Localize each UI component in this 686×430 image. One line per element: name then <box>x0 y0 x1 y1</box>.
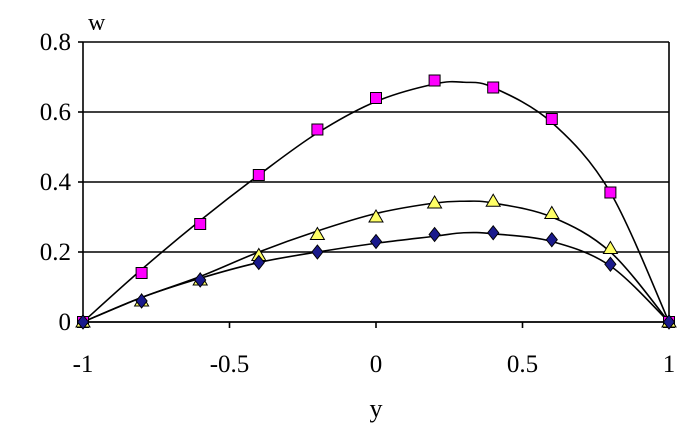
x-tick-label: -0.5 <box>210 351 250 378</box>
square-marker <box>311 123 324 136</box>
axes <box>78 41 670 328</box>
y-tick-label: 0.4 <box>40 169 72 196</box>
triangle-marker <box>426 195 443 209</box>
square-marker <box>370 92 382 104</box>
square-marker <box>428 74 441 87</box>
x-axis-title: y <box>370 394 383 423</box>
y-tick-label: 0.2 <box>40 239 71 266</box>
triangle-marker <box>485 193 502 207</box>
x-tick-label: 0 <box>370 351 383 378</box>
square-marker <box>194 218 207 230</box>
diamond-marker <box>604 256 617 273</box>
diamond-marker <box>194 272 207 288</box>
y-tick-labels: 0 0.2 0.4 0.6 0.8 <box>40 29 72 336</box>
diamond-marker <box>428 226 441 243</box>
square-marker <box>545 113 558 125</box>
x-tick-label: 0.5 <box>507 351 538 378</box>
square-marker <box>252 169 265 181</box>
square-marker <box>487 81 500 94</box>
diamond-marker <box>135 293 148 309</box>
series-curves <box>82 80 670 323</box>
diamond-marker <box>662 314 676 330</box>
series-curve-square <box>82 80 670 323</box>
diamond-marker <box>252 254 265 271</box>
diamond-marker <box>311 244 324 260</box>
diamond-marker <box>76 314 90 330</box>
x-tick-label: -1 <box>73 351 94 378</box>
diamond-marker <box>369 233 383 250</box>
diamond-marker <box>545 231 558 248</box>
triangle-marker <box>602 240 619 254</box>
diamond-marker <box>487 224 500 241</box>
series-markers <box>75 74 677 330</box>
x-tick-labels: -1 -0.5 0 0.5 1 <box>73 351 676 378</box>
square-marker <box>604 186 617 199</box>
triangle-marker <box>543 205 560 219</box>
square-marker <box>135 267 148 279</box>
y-tick-label: 0.8 <box>40 29 71 56</box>
grid-lines <box>83 41 669 323</box>
y-tick-label: 0 <box>59 309 72 336</box>
triangle-marker <box>368 209 384 223</box>
y-axis-title: w <box>88 10 106 36</box>
x-tick-label: 1 <box>663 351 676 378</box>
y-tick-label: 0.6 <box>40 99 71 126</box>
triangle-marker <box>309 226 326 240</box>
